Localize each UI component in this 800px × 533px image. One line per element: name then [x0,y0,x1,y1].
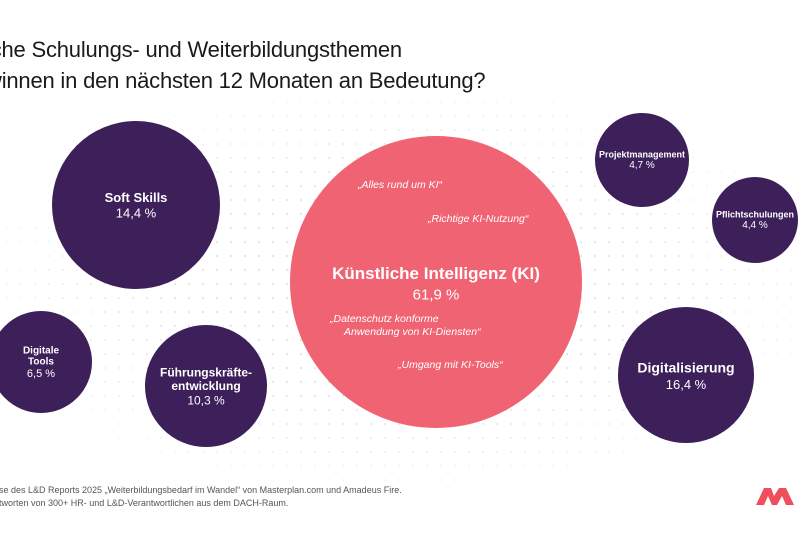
bubble-label-fuehrung-2: entwicklung [171,379,240,393]
bubble-circle-fuehrung [145,325,267,447]
ki-quote-1: „Alles rund um KI“ [357,179,443,191]
footnote-line-2: ntworten von 300+ HR- und L&D-Verantwort… [0,498,289,508]
ki-quote-3-line-2: Anwendung von KI-Diensten“ [343,326,481,338]
bubble-value-ki: 61,9 % [413,286,460,303]
bubble-label-digitale-tools-2: Tools [28,357,54,368]
bubble-label-digitale-tools-1: Digitale [23,345,60,356]
bubble-label-projektmanagement: Projektmanagement [599,149,685,159]
bubble-circle-ki [290,136,582,428]
chart-title-line-2: winnen in den nächsten 12 Monaten an Bed… [0,68,486,93]
bubble-digitalisierung: Digitalisierung 16,4 % [618,307,754,443]
ki-quote-2: „Richtige KI-Nutzung“ [427,213,529,225]
bubble-value-fuehrung: 10,3 % [187,393,225,407]
bubble-circle-soft-skills [52,121,220,289]
source-footnote: ase des L&D Reports 2025 „Weiterbildungs… [0,484,634,510]
footnote-line-1: ase des L&D Reports 2025 „Weiterbildungs… [0,485,402,495]
bubble-value-pflichtschulungen: 4,4 % [742,220,768,231]
ki-quote-4: „Umgang mit KI-Tools“ [397,359,503,371]
bubble-ki: Künstliche Intelligenz (KI) 61,9 % „Alles … [290,136,582,428]
bubble-circle-projektmanagement [595,113,689,207]
bubble-value-digitalisierung: 16,4 % [666,377,707,392]
bubble-label-ki: Künstliche Intelligenz (KI) [332,264,540,283]
bubble-label-soft-skills: Soft Skills [105,190,168,205]
masterplan-logo-icon [756,488,794,505]
bubble-value-projektmanagement: 4,7 % [629,160,655,171]
ki-quote-3: „Datenschutz konforme [329,313,439,325]
bubble-label-pflichtschulungen: Pflichtschulungen [716,209,794,219]
bubble-label-fuehrung-1: Führungskräfte- [160,365,252,379]
bubble-circle-digitalisierung [618,307,754,443]
bubble-value-digitale-tools: 6,5 % [27,368,55,380]
chart-title: lche Schulungs- und Weiterbildungsthemen… [0,34,686,96]
bubble-value-soft-skills: 14,4 % [116,206,157,221]
chart-title-line-1: lche Schulungs- und Weiterbildungsthemen [0,37,402,62]
bubble-circle-digitale-tools [0,311,92,413]
bubble-circle-pflichtschulungen [712,177,798,263]
bubble-label-digitalisierung: Digitalisierung [637,359,734,375]
